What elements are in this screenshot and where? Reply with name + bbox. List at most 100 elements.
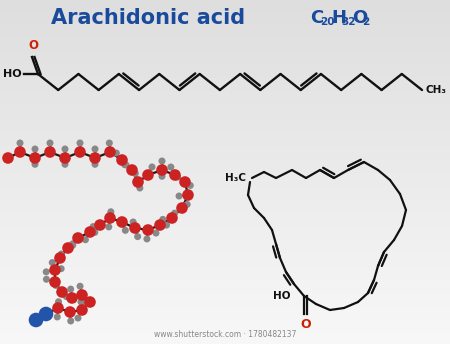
Bar — [0, 99, 450, 100]
Circle shape — [49, 259, 56, 266]
Bar — [0, 215, 450, 216]
Circle shape — [179, 176, 191, 188]
Bar — [0, 119, 450, 120]
Bar — [0, 194, 450, 195]
Bar — [0, 269, 450, 270]
Bar — [0, 69, 450, 70]
Bar — [0, 198, 450, 199]
Bar — [0, 315, 450, 316]
Bar — [0, 210, 450, 211]
Circle shape — [176, 202, 188, 214]
Circle shape — [69, 242, 76, 249]
Bar — [0, 127, 450, 128]
Bar — [0, 270, 450, 271]
Bar — [0, 192, 450, 193]
Bar — [0, 248, 450, 249]
Circle shape — [52, 282, 59, 289]
Bar — [0, 182, 450, 183]
Bar — [0, 333, 450, 334]
Bar — [0, 151, 450, 152]
Circle shape — [43, 276, 50, 283]
Text: O: O — [300, 318, 311, 331]
Bar — [0, 82, 450, 83]
Bar — [0, 293, 450, 294]
Bar — [0, 213, 450, 214]
Circle shape — [169, 169, 181, 181]
Bar — [0, 67, 450, 68]
Text: 20: 20 — [320, 17, 334, 27]
Bar — [0, 14, 450, 15]
Bar — [0, 262, 450, 263]
Bar — [0, 135, 450, 136]
Bar — [0, 252, 450, 253]
Bar — [0, 164, 450, 165]
Bar — [0, 202, 450, 203]
Bar — [0, 257, 450, 258]
Text: 32: 32 — [341, 17, 356, 27]
Bar — [0, 131, 450, 132]
Circle shape — [49, 276, 61, 288]
Bar — [0, 118, 450, 119]
Bar — [0, 51, 450, 52]
Bar — [0, 137, 450, 138]
Bar — [0, 294, 450, 295]
Circle shape — [113, 150, 120, 157]
Bar — [0, 201, 450, 202]
Bar — [0, 309, 450, 310]
Bar — [0, 76, 450, 77]
Bar — [0, 237, 450, 238]
Bar — [0, 46, 450, 47]
Bar — [0, 62, 450, 63]
Circle shape — [29, 152, 41, 164]
Bar — [0, 318, 450, 319]
Bar — [0, 253, 450, 254]
Bar — [0, 325, 450, 326]
Bar — [0, 244, 450, 245]
Bar — [0, 11, 450, 12]
Circle shape — [66, 292, 78, 304]
Circle shape — [29, 313, 43, 327]
Bar — [0, 72, 450, 73]
Circle shape — [158, 173, 166, 180]
Bar — [0, 187, 450, 188]
Bar — [0, 273, 450, 274]
Bar — [0, 54, 450, 55]
Bar — [0, 268, 450, 269]
Bar — [0, 133, 450, 134]
Bar — [0, 88, 450, 89]
Bar — [0, 104, 450, 105]
Bar — [0, 75, 450, 76]
Circle shape — [54, 252, 66, 264]
Circle shape — [77, 299, 85, 305]
Bar — [0, 29, 450, 30]
Bar — [0, 61, 450, 62]
Bar — [0, 126, 450, 127]
Bar — [0, 157, 450, 158]
Bar — [0, 31, 450, 32]
Circle shape — [142, 169, 154, 181]
Circle shape — [171, 209, 178, 217]
Bar — [0, 97, 450, 98]
Bar — [0, 86, 450, 87]
Bar — [0, 328, 450, 329]
Bar — [0, 80, 450, 81]
Bar — [0, 249, 450, 250]
Bar — [0, 337, 450, 338]
Circle shape — [153, 229, 159, 237]
Bar — [0, 214, 450, 215]
Bar — [0, 125, 450, 126]
Circle shape — [94, 219, 106, 231]
Bar — [0, 279, 450, 280]
Bar — [0, 343, 450, 344]
Text: C: C — [310, 9, 323, 27]
Circle shape — [17, 140, 23, 147]
Circle shape — [54, 313, 61, 321]
Bar — [0, 89, 450, 90]
Bar — [0, 27, 450, 28]
Bar — [0, 23, 450, 24]
Bar — [0, 199, 450, 200]
Bar — [0, 175, 450, 176]
Circle shape — [154, 219, 166, 231]
Bar — [0, 209, 450, 210]
Bar — [0, 290, 450, 291]
